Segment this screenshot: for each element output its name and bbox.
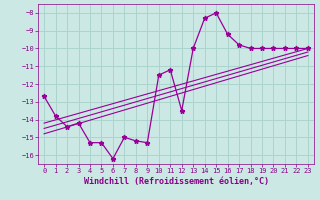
X-axis label: Windchill (Refroidissement éolien,°C): Windchill (Refroidissement éolien,°C) bbox=[84, 177, 268, 186]
